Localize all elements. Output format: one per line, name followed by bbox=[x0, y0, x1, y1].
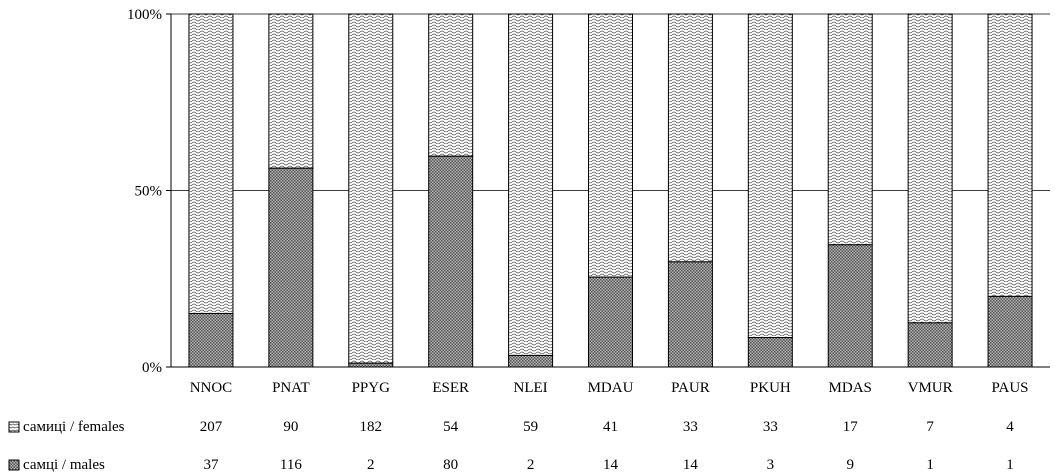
legend-key-females bbox=[8, 421, 20, 433]
bar-females-paus bbox=[987, 13, 1033, 297]
table-value-males: 2 bbox=[367, 457, 375, 473]
x-tick-label: MDAU bbox=[588, 380, 634, 396]
table-value-females: 182 bbox=[360, 419, 383, 435]
table-value-males: 14 bbox=[683, 457, 699, 473]
legend-label-females: самиці / females bbox=[23, 419, 125, 435]
x-tick-label: PPYG bbox=[352, 380, 391, 396]
legend-label-males: самці / males bbox=[23, 457, 105, 473]
table-value-males: 116 bbox=[280, 457, 302, 473]
bar-females-mdas bbox=[827, 13, 873, 246]
bar-females-vmur bbox=[907, 13, 953, 324]
x-tick-label: NLEI bbox=[514, 380, 548, 396]
bar-females-pnat bbox=[268, 13, 314, 169]
x-tick-label: PAUR bbox=[671, 380, 710, 396]
bar-males-nnoc bbox=[188, 312, 234, 368]
y-tick-label: 50% bbox=[135, 184, 163, 200]
table-value-females: 4 bbox=[1006, 419, 1014, 435]
bar-males-mdas bbox=[827, 244, 873, 368]
y-tick-label: 0% bbox=[142, 360, 162, 376]
bar-males-pnat bbox=[268, 167, 314, 368]
x-tick-label: PAUS bbox=[992, 380, 1029, 396]
table-value-females: 41 bbox=[603, 419, 618, 435]
bar-females-ppyg bbox=[348, 13, 394, 364]
x-tick-label: PKUH bbox=[750, 380, 791, 396]
bar-males-nlei bbox=[508, 354, 554, 368]
bar-males-mdau bbox=[588, 276, 633, 368]
table-value-males: 9 bbox=[846, 457, 854, 473]
table-value-females: 90 bbox=[283, 419, 298, 435]
bar-females-eser bbox=[428, 13, 474, 157]
bar-males-eser bbox=[428, 155, 474, 368]
bar-females-nnoc bbox=[188, 13, 234, 314]
table-value-females: 207 bbox=[200, 419, 223, 435]
bar-females-pkuh bbox=[747, 13, 793, 339]
bars bbox=[188, 13, 1033, 368]
table-value-males: 80 bbox=[443, 457, 458, 473]
table-value-females: 59 bbox=[523, 419, 538, 435]
x-tick-label: PNAT bbox=[272, 380, 310, 396]
bar-males-paus bbox=[987, 295, 1033, 368]
table-value-males: 14 bbox=[603, 457, 619, 473]
legend-key-males bbox=[8, 459, 20, 471]
bar-females-paur bbox=[667, 13, 713, 263]
bar-females-mdau bbox=[588, 13, 633, 278]
bar-females-nlei bbox=[508, 13, 554, 356]
y-tick-label: 100% bbox=[127, 7, 162, 23]
data-table: 207379011618225480592411433143331797141с… bbox=[8, 419, 1014, 473]
bar-males-ppyg bbox=[348, 362, 394, 368]
table-value-females: 33 bbox=[683, 419, 698, 435]
x-tick-label: VMUR bbox=[908, 380, 953, 396]
table-value-females: 54 bbox=[443, 419, 459, 435]
table-value-females: 17 bbox=[843, 419, 859, 435]
y-axis: 0% 50% 100% bbox=[127, 7, 172, 376]
table-value-males: 3 bbox=[767, 457, 775, 473]
x-tick-label: MDAS bbox=[829, 380, 872, 396]
table-value-males: 37 bbox=[203, 457, 219, 473]
table-value-males: 1 bbox=[1006, 457, 1014, 473]
x-tick-label: NNOC bbox=[190, 380, 233, 396]
table-value-males: 2 bbox=[527, 457, 535, 473]
bar-males-pkuh bbox=[747, 337, 793, 368]
x-axis: NNOC PNAT PPYG ESER NLEI MDAU PAUR PKUH MDAS VMUR… bbox=[171, 366, 1050, 396]
table-value-males: 1 bbox=[926, 457, 934, 473]
table-value-females: 33 bbox=[763, 419, 778, 435]
bar-males-paur bbox=[667, 261, 713, 368]
table-value-females: 7 bbox=[926, 419, 934, 435]
x-tick-label: ESER bbox=[432, 380, 469, 396]
bar-males-vmur bbox=[907, 322, 953, 368]
